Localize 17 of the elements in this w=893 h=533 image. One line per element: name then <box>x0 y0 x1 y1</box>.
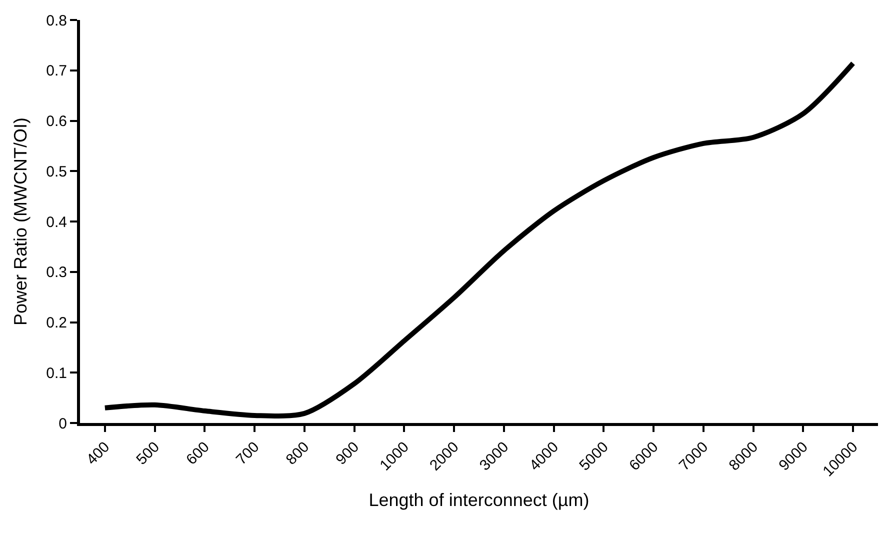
x-axis-title: Length of interconnect (µm) <box>368 490 590 510</box>
y-tick-label: 0.1 <box>46 364 67 382</box>
y-axis-title: Power Ratio (MWCNT/OI) <box>10 117 30 326</box>
x-tick-label: 400 <box>83 438 114 468</box>
y-tick-label: 0.5 <box>46 163 67 180</box>
y-tick-label: 0.2 <box>46 314 67 332</box>
x-tick-label: 900 <box>332 438 362 468</box>
y-tick-label: 0.3 <box>46 264 67 282</box>
y-tick-label: 0.7 <box>46 62 67 80</box>
x-tick-label: 800 <box>282 438 313 468</box>
x-tick-label: 600 <box>183 438 213 468</box>
y-tick-label: 0.4 <box>46 214 67 231</box>
y-tick-label: 0 <box>58 415 67 432</box>
y-tick-label: 0.8 <box>46 12 67 30</box>
x-tick-label: 700 <box>232 438 263 468</box>
x-tick-label: 500 <box>133 438 163 468</box>
y-tick-label: 0.6 <box>46 113 67 130</box>
